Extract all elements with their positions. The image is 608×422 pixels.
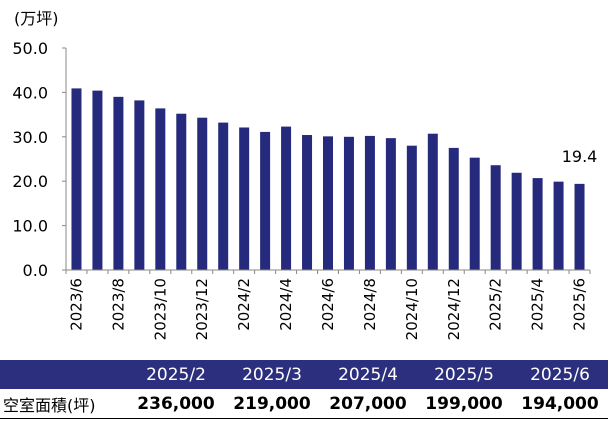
- bar: [302, 135, 313, 270]
- y-tick-label: 50.0: [12, 39, 48, 58]
- bar: [343, 136, 354, 270]
- table-cell: 194,000: [512, 389, 608, 419]
- y-tick-label: 10.0: [12, 217, 48, 236]
- x-tick-label: 2023/10: [151, 278, 169, 340]
- bar: [406, 145, 417, 270]
- y-tick-label: 40.0: [12, 83, 48, 102]
- bar: [469, 157, 480, 270]
- bar: [574, 183, 585, 270]
- x-tick-label: 2024/4: [277, 278, 295, 331]
- y-tick-label: 20.0: [12, 172, 48, 191]
- bar-chart: (万坪) 0.010.020.030.040.050.0 2023/6 2023/…: [12, 9, 598, 340]
- x-tick-label: 2023/6: [67, 278, 85, 331]
- table-header-cell: 2025/4: [320, 360, 416, 389]
- table-header-row: 2025/2 2025/3 2025/4 2025/5 2025/6: [0, 360, 608, 389]
- x-tick-label: 2023/8: [109, 278, 127, 331]
- x-tick-label: 2025/4: [529, 278, 547, 331]
- bar: [239, 127, 250, 270]
- summary-table-container: 2025/2 2025/3 2025/4 2025/5 2025/6 空室面積(…: [0, 360, 608, 419]
- row-label: 空室面積(坪): [0, 389, 128, 419]
- bar: [553, 181, 564, 270]
- bar: [218, 122, 229, 270]
- bar: [364, 135, 375, 270]
- table-header-cell: 2025/2: [128, 360, 224, 389]
- x-tick-label: 2024/2: [235, 278, 253, 331]
- x-tick-label: 2024/12: [445, 278, 463, 340]
- y-tick-label: 0.0: [23, 261, 48, 280]
- y-tick-label: 30.0: [12, 128, 48, 147]
- table-header-cell: [0, 360, 128, 389]
- bar: [71, 88, 82, 271]
- bar: [511, 172, 522, 270]
- bar: [281, 126, 292, 270]
- x-tick-label: 2024/10: [403, 278, 421, 340]
- x-tick-label: 2025/6: [571, 278, 589, 331]
- table-cell: 219,000: [224, 389, 320, 419]
- bar: [385, 138, 396, 270]
- table-header-cell: 2025/3: [224, 360, 320, 389]
- bar: [427, 133, 438, 270]
- x-tick-label: 2025/2: [487, 278, 505, 331]
- table-row: 空室面積(坪) 236,000 219,000 207,000 199,000 …: [0, 389, 608, 419]
- table-cell: 207,000: [320, 389, 416, 419]
- x-tick-label: 2024/8: [361, 278, 379, 331]
- table-header-cell: 2025/5: [416, 360, 512, 389]
- x-tick-label: 2023/12: [193, 278, 211, 340]
- bar: [155, 108, 166, 270]
- vacant-area-table: 2025/2 2025/3 2025/4 2025/5 2025/6 空室面積(…: [0, 360, 608, 419]
- table-cell: 199,000: [416, 389, 512, 419]
- y-unit-label: (万坪): [14, 9, 59, 28]
- bar: [113, 96, 124, 270]
- bar: [260, 131, 271, 270]
- bar: [532, 178, 543, 270]
- bar: [448, 147, 459, 270]
- bar: [197, 117, 208, 270]
- last-value-label: 19.4: [562, 147, 598, 166]
- bar: [134, 100, 145, 270]
- x-axis: 2023/6 2023/8 2023/10 2023/12 2024/2 2024/4 20…: [65, 269, 591, 340]
- bar: [92, 90, 103, 271]
- table-header-cell: 2025/6: [512, 360, 608, 389]
- x-tick-label: 2024/6: [319, 278, 337, 331]
- bar: [490, 165, 501, 270]
- y-axis: 0.0 10.0 20.0 30.0 40.0 50.0: [12, 39, 67, 280]
- bar: [323, 136, 333, 270]
- table-cell: 236,000: [128, 389, 224, 419]
- bars: [71, 88, 585, 271]
- bar: [176, 113, 187, 270]
